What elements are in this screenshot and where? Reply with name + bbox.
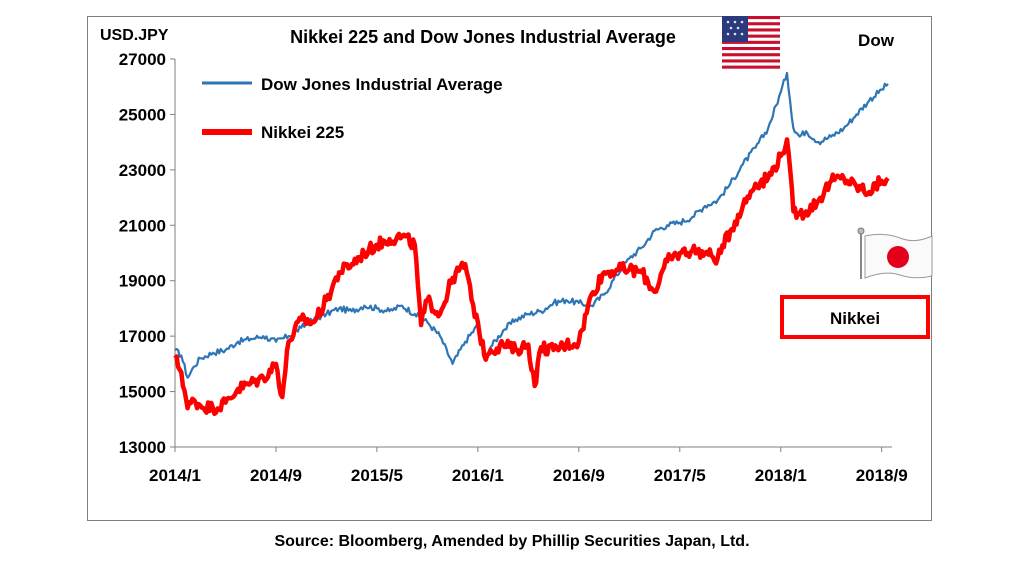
us-flag-stripe xyxy=(722,28,780,32)
y-tick-label: 27000 xyxy=(119,50,166,69)
us-flag-stripe xyxy=(722,47,780,51)
x-tick-label: 2016/1 xyxy=(452,466,504,485)
chart-frame xyxy=(87,16,932,521)
chart-title: Nikkei 225 and Dow Jones Industrial Aver… xyxy=(290,27,676,47)
legend-label-dow: Dow Jones Industrial Average xyxy=(261,75,503,94)
us-flag-icon xyxy=(722,16,780,72)
y-tick-label: 13000 xyxy=(119,438,166,457)
legend-item-nikkei: Nikkei 225 xyxy=(202,123,344,142)
x-tick-label: 2017/5 xyxy=(654,466,706,485)
x-tick-label: 2015/5 xyxy=(351,466,403,485)
y-tick-label: 15000 xyxy=(119,383,166,402)
us-flag-stripe xyxy=(722,16,780,20)
us-flag-stripe xyxy=(722,22,780,26)
us-flag-stripe xyxy=(722,53,780,57)
x-tick-label: 2018/1 xyxy=(755,466,807,485)
legend: Dow Jones Industrial Average Nikkei 225 xyxy=(202,75,503,142)
us-flag-stripe xyxy=(722,34,780,38)
us-flag-stripe xyxy=(722,65,780,69)
nikkei-box: Nikkei xyxy=(780,295,930,339)
us-flag-stripe xyxy=(722,59,780,63)
source-note: Source: Bloomberg, Amended by Phillip Se… xyxy=(274,533,750,550)
x-tick-label: 2014/9 xyxy=(250,466,302,485)
y-axis: 27000 25000 23000 21000 19000 17000 15000 13000 xyxy=(119,50,175,457)
y-unit-label: USD.JPY xyxy=(100,27,169,44)
y-tick-label: 21000 xyxy=(119,216,166,235)
x-axis: 2014/1 2014/9 2015/5 2016/1 2016/9 2017/5 2018… xyxy=(149,447,908,485)
x-tick-label: 2016/9 xyxy=(553,466,605,485)
x-tick-label: 2018/9 xyxy=(856,466,908,485)
y-tick-label: 19000 xyxy=(119,272,166,291)
nikkei-series-line xyxy=(173,137,890,417)
japan-flag-icon xyxy=(857,227,933,279)
legend-label-nikkei: Nikkei 225 xyxy=(261,123,344,142)
y-tick-label: 17000 xyxy=(119,327,166,346)
y-tick-label: 25000 xyxy=(119,105,166,124)
x-tick-label: 2014/1 xyxy=(149,466,201,485)
y-tick-label: 23000 xyxy=(119,161,166,180)
dow-corner-label: Dow xyxy=(858,31,895,50)
nikkei-box-label: Nikkei xyxy=(830,309,880,328)
series-layer xyxy=(173,71,890,417)
us-flag-stripe xyxy=(722,40,780,44)
legend-item-dow: Dow Jones Industrial Average xyxy=(202,75,503,94)
